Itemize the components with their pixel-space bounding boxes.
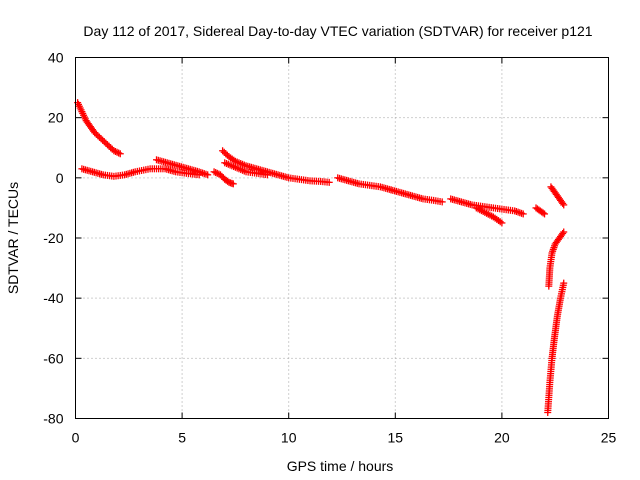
y-tick-label: -40 bbox=[43, 290, 63, 306]
y-tick-label: 20 bbox=[48, 110, 64, 126]
data-point-marker bbox=[498, 219, 506, 227]
data-point-marker bbox=[213, 169, 221, 177]
axis-ticks: 0 5 10 15 20 25 -80 -60 -40 -20 0 20 40 bbox=[43, 50, 616, 446]
data-point-marker bbox=[103, 141, 111, 149]
data-point-marker bbox=[92, 130, 100, 138]
chart-title: Day 112 of 2017, Sidereal Day-to-day VTE… bbox=[83, 23, 592, 39]
data-point-marker bbox=[111, 148, 119, 156]
data-point-marker bbox=[559, 229, 567, 237]
data-point-marker bbox=[539, 209, 547, 217]
data-point-marker bbox=[100, 138, 108, 146]
data-point-marker bbox=[210, 168, 218, 176]
data-point-marker bbox=[91, 129, 99, 137]
data-point-marker bbox=[212, 169, 220, 177]
data-point-marker bbox=[105, 142, 113, 150]
data-point-marker bbox=[219, 147, 227, 155]
data-point-marker bbox=[541, 210, 549, 218]
y-tick-label: 0 bbox=[56, 170, 64, 186]
data-point-marker bbox=[110, 147, 118, 155]
data-point-marker bbox=[560, 228, 568, 236]
y-axis-title: SDTVAR / TECUs bbox=[5, 182, 21, 294]
data-point-marker bbox=[222, 150, 230, 158]
x-tick-label: 20 bbox=[494, 430, 510, 446]
data-point-marker bbox=[559, 199, 567, 207]
data-point-marker bbox=[107, 144, 115, 152]
grid bbox=[75, 57, 609, 419]
data-point-marker bbox=[115, 149, 123, 157]
data-point-marker bbox=[116, 150, 124, 158]
x-tick-label: 15 bbox=[388, 430, 404, 446]
x-tick-label: 25 bbox=[601, 430, 617, 446]
data-points bbox=[74, 99, 568, 416]
data-point-marker bbox=[263, 171, 271, 179]
data-point-marker bbox=[325, 178, 333, 186]
data-point-marker bbox=[220, 148, 228, 156]
data-point-marker bbox=[560, 279, 568, 287]
data-point-marker bbox=[94, 132, 102, 140]
data-point-marker bbox=[113, 148, 121, 156]
data-point-marker bbox=[102, 139, 110, 147]
data-point-marker bbox=[438, 198, 446, 206]
y-tick-label: -20 bbox=[43, 230, 63, 246]
x-tick-label: 10 bbox=[281, 430, 297, 446]
x-tick-label: 5 bbox=[178, 430, 186, 446]
data-point-marker bbox=[204, 171, 212, 179]
x-axis-title: GPS time / hours bbox=[287, 458, 394, 474]
y-tick-label: 40 bbox=[48, 50, 64, 66]
data-point-marker bbox=[99, 136, 107, 144]
data-point-marker bbox=[97, 135, 105, 143]
data-point-marker bbox=[95, 133, 103, 141]
y-tick-label: -80 bbox=[43, 411, 63, 427]
data-point-marker bbox=[519, 210, 527, 218]
x-tick-label: 0 bbox=[72, 430, 80, 446]
data-point-marker bbox=[229, 180, 237, 188]
y-tick-label: -60 bbox=[43, 350, 63, 366]
data-point-marker bbox=[560, 201, 568, 209]
